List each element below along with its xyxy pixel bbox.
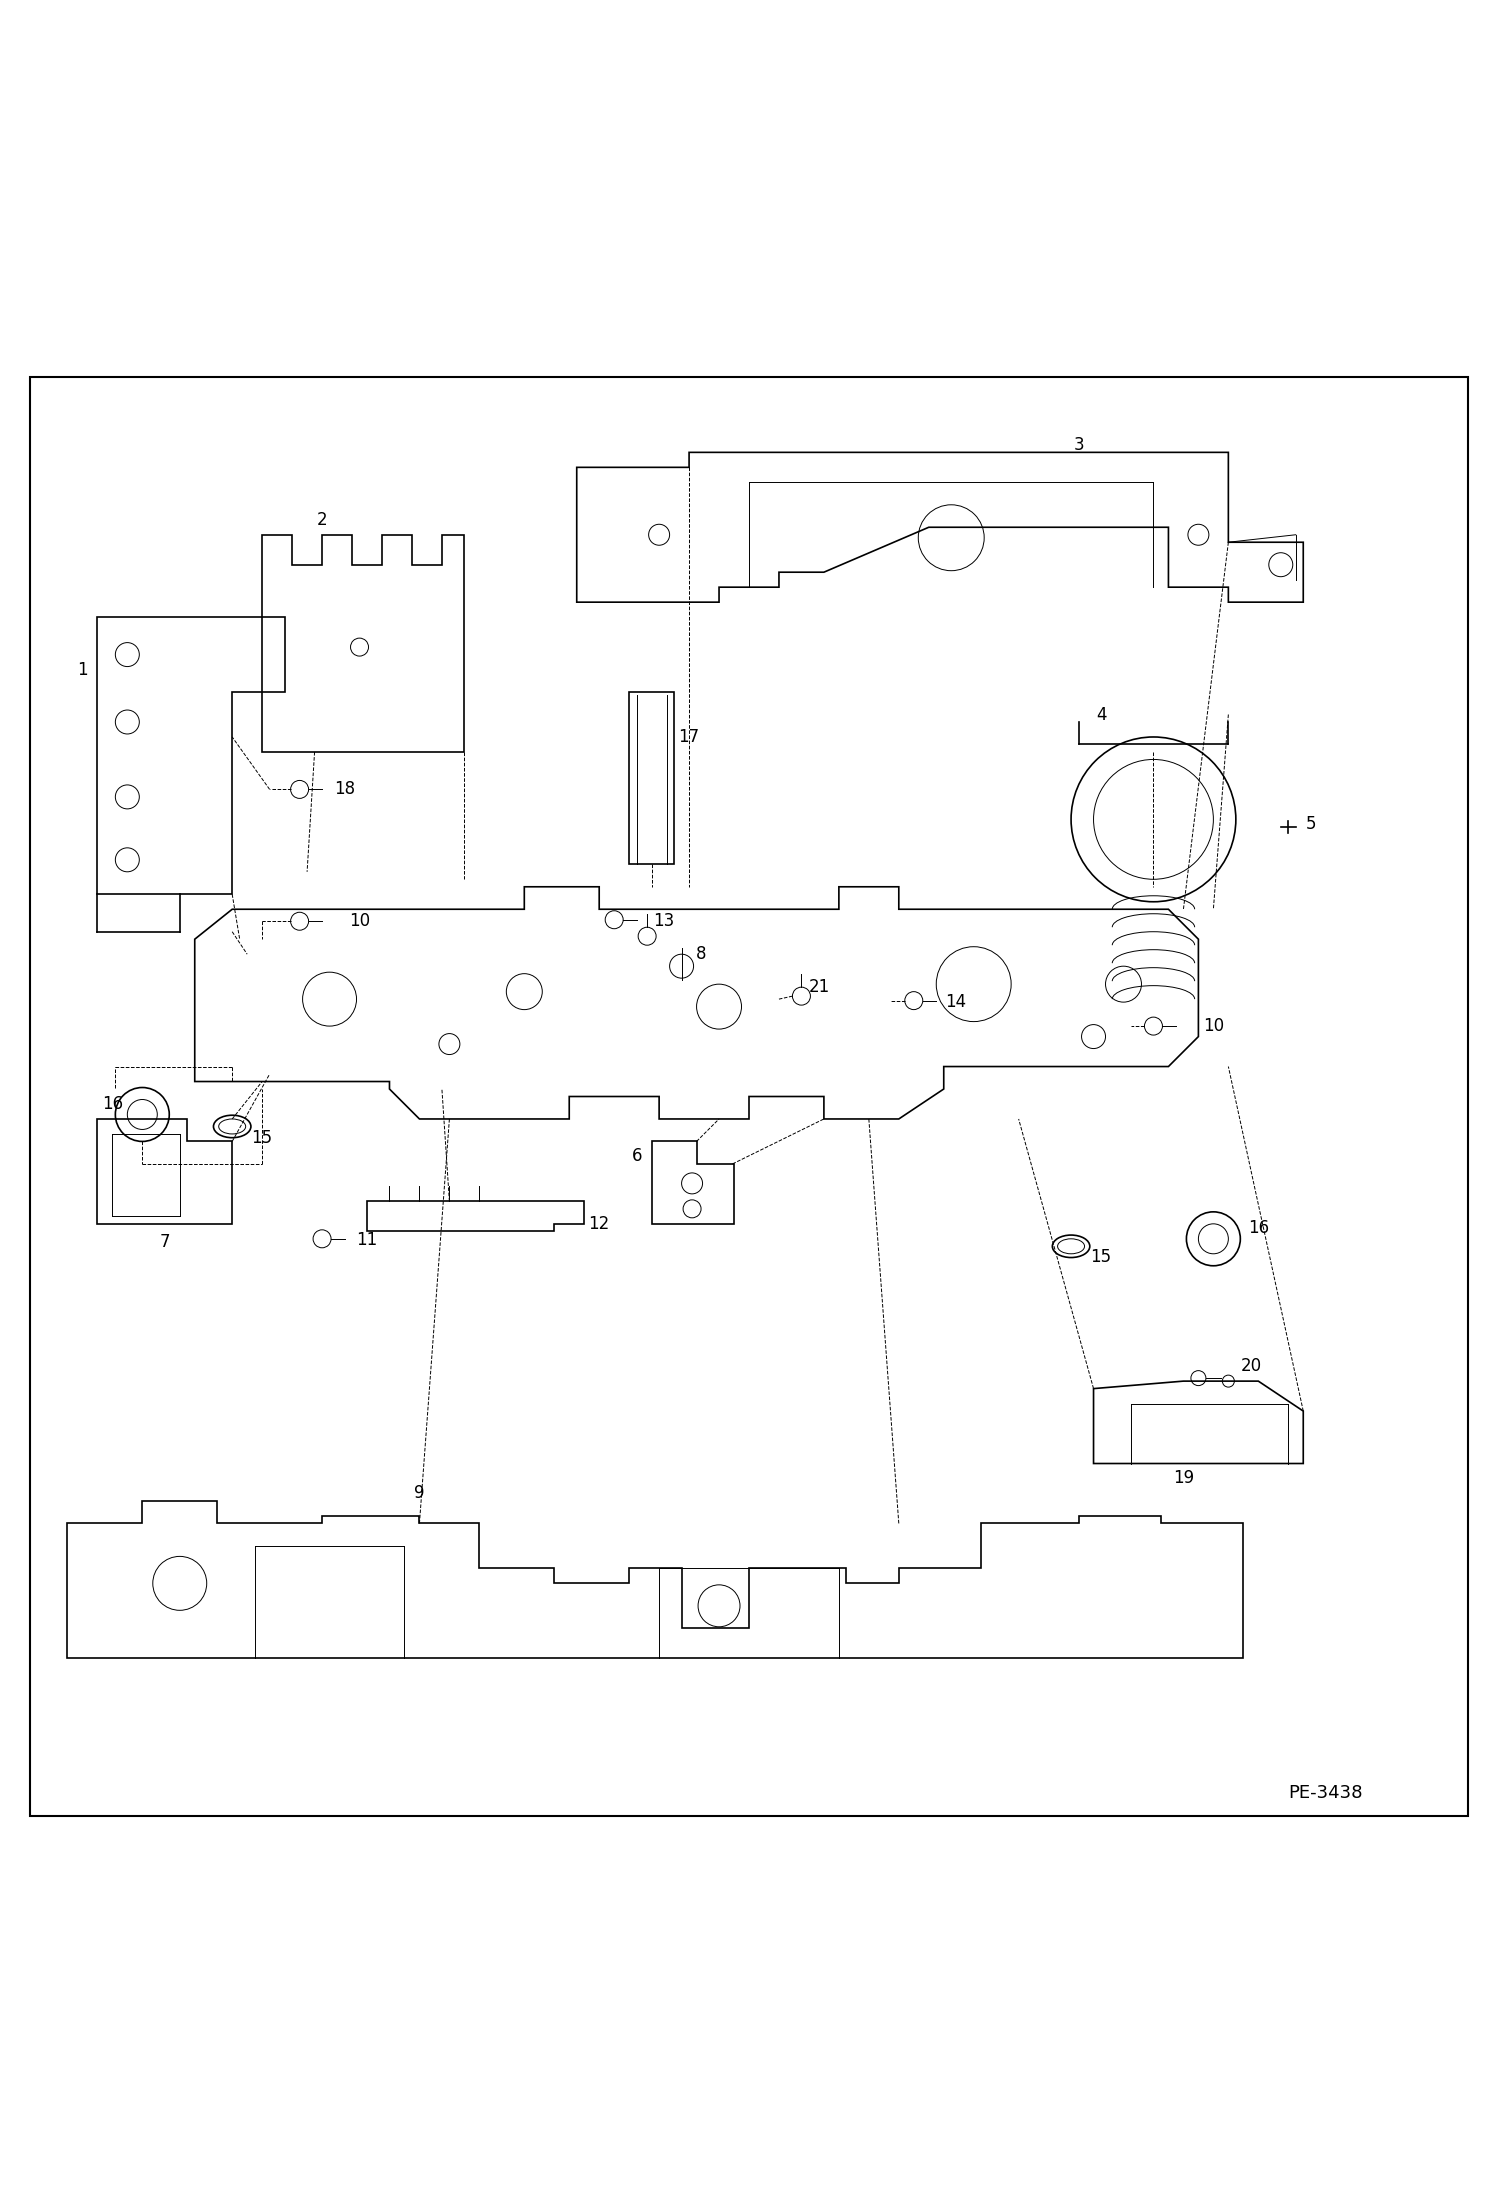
Text: 11: 11 <box>357 1230 377 1250</box>
Text: 21: 21 <box>809 978 830 996</box>
Text: 8: 8 <box>695 945 707 963</box>
Text: 17: 17 <box>679 728 700 746</box>
Text: 4: 4 <box>1095 706 1107 724</box>
Text: 6: 6 <box>631 1147 643 1164</box>
Text: 15: 15 <box>1091 1248 1112 1265</box>
Text: 12: 12 <box>589 1215 610 1232</box>
Text: 7: 7 <box>159 1232 171 1250</box>
Text: 16: 16 <box>102 1094 123 1114</box>
Text: 10: 10 <box>349 912 370 930</box>
Text: 9: 9 <box>413 1485 425 1502</box>
Text: 5: 5 <box>1305 816 1317 833</box>
Text: 20: 20 <box>1240 1357 1261 1375</box>
Text: 15: 15 <box>252 1129 273 1147</box>
Text: 16: 16 <box>1248 1219 1269 1237</box>
Text: 19: 19 <box>1173 1469 1194 1487</box>
Text: 14: 14 <box>945 993 966 1011</box>
Text: 2: 2 <box>316 511 328 529</box>
Text: PE-3438: PE-3438 <box>1288 1785 1363 1803</box>
Text: 13: 13 <box>653 912 674 930</box>
Text: 1: 1 <box>76 660 88 678</box>
Text: 18: 18 <box>334 781 355 798</box>
Text: 10: 10 <box>1203 1018 1224 1035</box>
Text: 3: 3 <box>1073 436 1085 454</box>
